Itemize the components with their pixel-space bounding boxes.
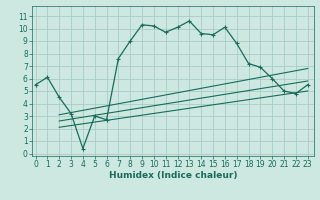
X-axis label: Humidex (Indice chaleur): Humidex (Indice chaleur) [108, 171, 237, 180]
